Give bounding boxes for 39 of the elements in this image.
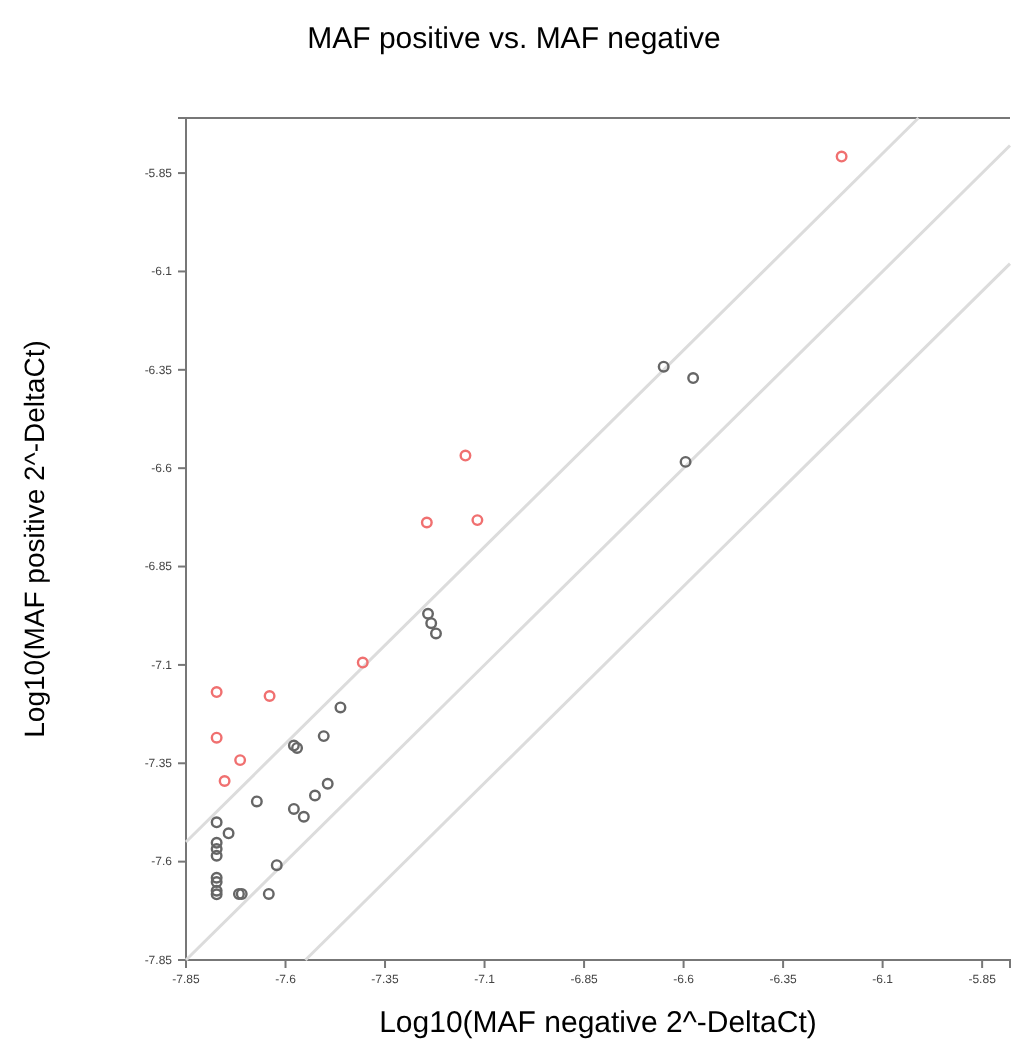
point: [210, 876, 223, 889]
point: [222, 827, 235, 840]
point: [321, 777, 334, 790]
y-axis-title: Log10(MAF positive 2^-DeltaCt): [18, 340, 50, 738]
point: [287, 802, 300, 815]
point: [210, 871, 223, 884]
point: [270, 859, 283, 872]
point: [210, 686, 223, 699]
point: [471, 514, 484, 527]
point: [210, 843, 223, 856]
point: [250, 795, 263, 808]
point: [210, 849, 223, 862]
point: [263, 690, 276, 702]
point: [210, 836, 223, 849]
point: [210, 884, 223, 897]
point: [287, 739, 300, 752]
point: [422, 607, 435, 620]
point: [234, 754, 247, 767]
point: [308, 789, 321, 802]
point: [262, 887, 275, 900]
point: [679, 455, 692, 468]
point: [210, 816, 223, 829]
point: [210, 888, 223, 901]
chart-title: MAF positive vs. MAF negative: [307, 22, 721, 56]
point: [334, 701, 347, 714]
point: [425, 617, 438, 630]
x-axis-title: Log10(MAF negative 2^-DeltaCt): [379, 1006, 817, 1040]
point: [657, 360, 670, 373]
point: [459, 449, 472, 462]
point: [430, 627, 442, 640]
point: [687, 372, 700, 385]
point: [218, 775, 231, 787]
point: [291, 741, 304, 754]
point: [356, 656, 369, 669]
point: [297, 810, 310, 823]
point: [420, 516, 433, 529]
point: [210, 731, 223, 744]
point: [835, 150, 848, 163]
point: [317, 730, 330, 743]
